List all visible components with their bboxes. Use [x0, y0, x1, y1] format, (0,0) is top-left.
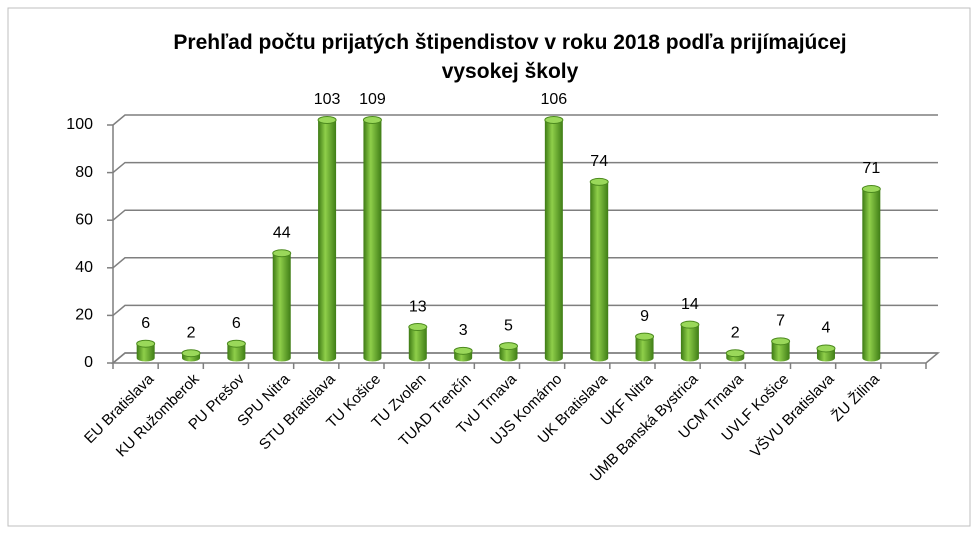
bar-body — [227, 343, 246, 362]
grid-line — [112, 114, 938, 126]
value-label: 2 — [731, 324, 740, 341]
value-label: 106 — [541, 91, 568, 108]
bar-body — [590, 181, 609, 362]
bar-cap — [771, 337, 791, 346]
bar — [771, 337, 791, 362]
bar — [589, 177, 609, 362]
value-label: 4 — [822, 320, 831, 337]
bar — [317, 116, 337, 362]
bar-cap — [317, 116, 337, 124]
bar-cap — [362, 116, 382, 124]
value-label: 6 — [232, 315, 241, 332]
bar-cap — [861, 185, 881, 194]
y-tick-label: 80 — [75, 164, 93, 181]
bar-body — [136, 343, 155, 362]
bar-cap — [408, 323, 428, 332]
bar — [453, 346, 473, 362]
bar — [272, 249, 292, 362]
bar-body — [499, 346, 518, 362]
bar — [362, 116, 382, 362]
grid-line — [112, 257, 938, 269]
bar-cap — [635, 332, 655, 341]
bar-body — [363, 120, 382, 362]
bar — [861, 185, 881, 362]
bar — [816, 344, 836, 362]
bar — [725, 349, 745, 362]
value-label: 103 — [314, 91, 341, 108]
bar — [680, 320, 700, 362]
value-label: 9 — [640, 308, 649, 325]
value-label: 3 — [459, 322, 468, 339]
value-label: 109 — [359, 91, 386, 108]
bar-cap — [226, 339, 246, 348]
bar-cap — [725, 349, 745, 358]
y-tick-label: 20 — [75, 307, 93, 324]
bar — [136, 339, 156, 362]
value-label: 14 — [681, 296, 699, 313]
bar-body — [862, 189, 881, 362]
value-label: 7 — [776, 313, 785, 330]
bar-cap — [544, 116, 564, 124]
value-label: 44 — [273, 224, 291, 241]
bar-body — [635, 336, 654, 362]
grid-line — [112, 161, 938, 174]
bar-body — [544, 120, 563, 362]
bar-body — [680, 324, 699, 362]
grid-line — [112, 304, 938, 316]
bar — [181, 349, 201, 362]
y-tick-label: 60 — [75, 211, 93, 228]
grid-line — [112, 352, 938, 364]
y-tick-label: 0 — [84, 354, 93, 371]
value-label: 71 — [862, 160, 880, 177]
bar — [499, 342, 518, 362]
bar-body — [272, 253, 291, 362]
chart-title: Prehľad počtu prijatých štipendistov v r… — [173, 31, 847, 83]
value-label: 13 — [409, 298, 427, 315]
bar-body — [771, 341, 790, 362]
bar-body — [408, 327, 427, 362]
bar — [226, 339, 246, 362]
y-tick-label: 40 — [75, 259, 93, 276]
bar — [544, 116, 564, 362]
chart-border — [7, 7, 971, 527]
bar-cap — [499, 342, 518, 351]
bar — [408, 323, 428, 362]
bar-cap — [589, 177, 609, 186]
value-label: 2 — [187, 324, 196, 341]
bar-cap — [136, 339, 156, 348]
value-label: 5 — [504, 317, 513, 334]
bar-cap — [680, 320, 700, 329]
y-tick-label: 100 — [66, 116, 93, 133]
value-label: 74 — [590, 153, 608, 170]
bar-cap — [272, 249, 292, 258]
value-label: 6 — [141, 315, 150, 332]
grid-line — [112, 209, 938, 221]
bar — [635, 332, 655, 362]
bar-cap — [816, 344, 836, 353]
bar-cap — [181, 349, 201, 358]
bar-cap — [453, 346, 473, 355]
bar-body — [318, 120, 337, 362]
